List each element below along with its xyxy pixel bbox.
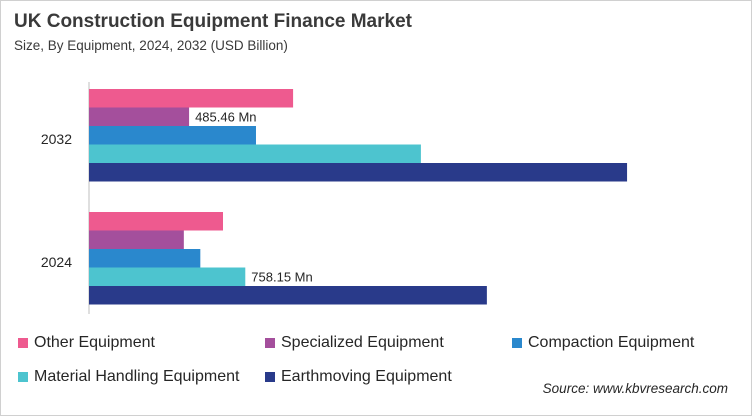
chart-subtitle: Size, By Equipment, 2024, 2032 (USD Bill… <box>14 38 288 53</box>
chart-title: UK Construction Equipment Finance Market <box>14 11 412 32</box>
legend-item: Material Handling Equipment <box>18 368 239 386</box>
bar-2024-earthmoving-equipment <box>89 286 487 305</box>
legend-item: Other Equipment <box>18 334 155 352</box>
legend-item: Compaction Equipment <box>512 334 694 352</box>
legend-item: Earthmoving Equipment <box>265 368 452 386</box>
legend-swatch <box>265 338 275 348</box>
legend-label: Material Handling Equipment <box>34 368 240 385</box>
legend-item: Specialized Equipment <box>265 334 444 352</box>
legend-swatch <box>512 338 522 348</box>
legend-label: Other Equipment <box>34 334 155 351</box>
legend-label: Specialized Equipment <box>281 334 444 351</box>
bar-2024-material-handling-equipment <box>89 267 246 286</box>
bar-2032-compaction-equipment <box>89 126 256 145</box>
data-label-1: 758.15 Mn <box>251 269 312 284</box>
data-label-0: 485.46 Mn <box>195 109 256 124</box>
legend-swatch <box>18 372 28 382</box>
y-tick-label-2032: 2032 <box>41 131 72 147</box>
bar-2024-specialized-equipment <box>89 230 184 249</box>
y-tick-label-2024: 2024 <box>41 254 72 270</box>
bar-2032-material-handling-equipment <box>89 144 421 163</box>
legend-label: Compaction Equipment <box>528 334 695 351</box>
source-note: Source: www.kbvresearch.com <box>542 381 728 396</box>
bar-2032-other-equipment <box>89 89 294 108</box>
bar-2032-specialized-equipment <box>89 107 190 126</box>
chart-legend: Other Equipment Specialized Equipment Comp… <box>18 334 738 394</box>
legend-swatch <box>265 372 275 382</box>
bar-2024-compaction-equipment <box>89 249 201 268</box>
legend-label: Earthmoving Equipment <box>281 368 452 385</box>
bar-2032-earthmoving-equipment <box>89 163 628 182</box>
bar-2024-other-equipment <box>89 212 223 231</box>
legend-swatch <box>18 338 28 348</box>
